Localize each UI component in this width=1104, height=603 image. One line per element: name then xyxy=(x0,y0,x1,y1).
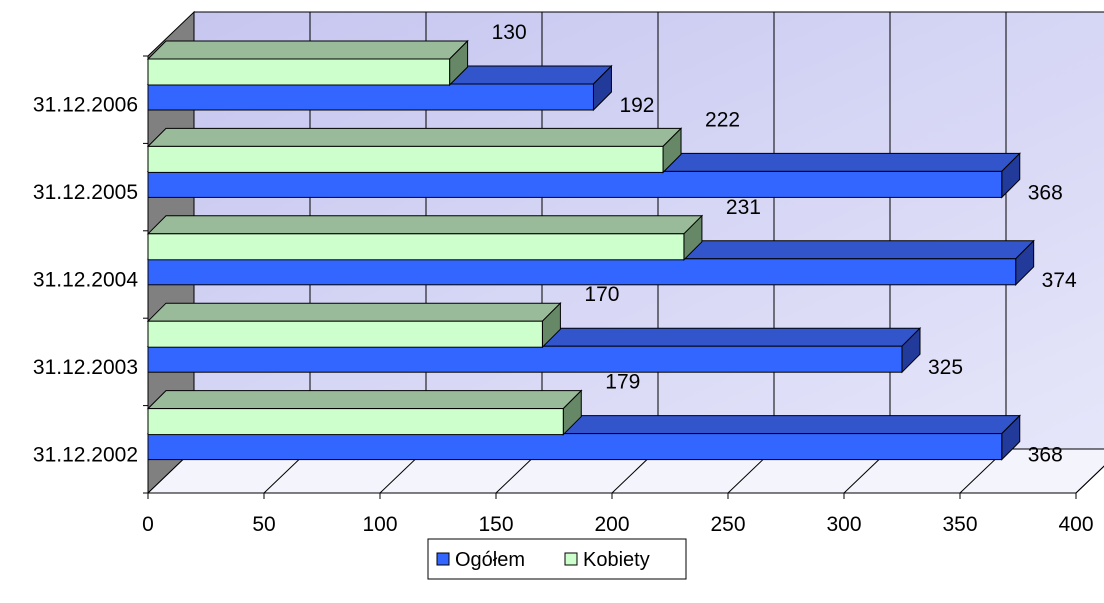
data-label-ogolem: 325 xyxy=(928,356,963,379)
x-tick-label: 150 xyxy=(478,513,513,536)
bar-kobiety xyxy=(147,233,685,261)
data-label-kobiety: 231 xyxy=(726,196,761,219)
x-tick-label: 250 xyxy=(710,513,745,536)
data-label-kobiety: 130 xyxy=(492,21,527,44)
bar-kobiety xyxy=(147,145,664,173)
bar-kobiety-top xyxy=(146,390,583,410)
category-label: 31.12.2004 xyxy=(33,269,138,292)
x-tick-label: 100 xyxy=(362,513,397,536)
bar-kobiety-top xyxy=(146,40,469,60)
x-tick-label: 350 xyxy=(942,513,977,536)
x-tick-label: 300 xyxy=(826,513,861,536)
x-tick-label: 0 xyxy=(142,513,154,536)
legend-label-ogolem: Ogółem xyxy=(455,549,525,571)
x-tick-label: 50 xyxy=(252,513,275,536)
bar-ogolem xyxy=(147,258,1017,286)
data-label-kobiety: 179 xyxy=(605,371,640,394)
data-label-ogolem: 374 xyxy=(1042,269,1077,292)
data-label-ogolem: 368 xyxy=(1028,181,1063,204)
bar-ogolem xyxy=(147,170,1003,198)
bar-kobiety-top xyxy=(146,127,683,147)
bar-ogolem xyxy=(147,345,903,373)
category-label: 31.12.2006 xyxy=(33,94,138,117)
category-label: 31.12.2002 xyxy=(33,443,138,466)
legend-swatch-kobiety xyxy=(564,552,578,566)
data-label-kobiety: 170 xyxy=(584,283,619,306)
bar-kobiety-top xyxy=(146,215,704,235)
bar-kobiety xyxy=(147,58,451,86)
legend-swatch-ogolem xyxy=(436,552,450,566)
bar-kobiety xyxy=(147,408,564,436)
category-label: 31.12.2005 xyxy=(33,181,138,204)
legend-label-kobiety: Kobiety xyxy=(583,549,650,571)
data-label-kobiety: 222 xyxy=(705,108,740,131)
legend-box xyxy=(427,538,687,580)
x-tick-label: 400 xyxy=(1058,513,1093,536)
category-label: 31.12.2003 xyxy=(33,356,138,379)
data-label-ogolem: 192 xyxy=(619,94,654,117)
bar-kobiety-top xyxy=(146,302,562,322)
x-tick-label: 200 xyxy=(594,513,629,536)
bar-ogolem xyxy=(147,433,1003,461)
bar-kobiety xyxy=(147,320,543,348)
floor-gridline xyxy=(1075,465,1104,494)
legend: Ogółem Kobiety xyxy=(427,538,687,580)
bar-ogolem xyxy=(147,83,594,111)
data-label-ogolem: 368 xyxy=(1028,444,1063,467)
